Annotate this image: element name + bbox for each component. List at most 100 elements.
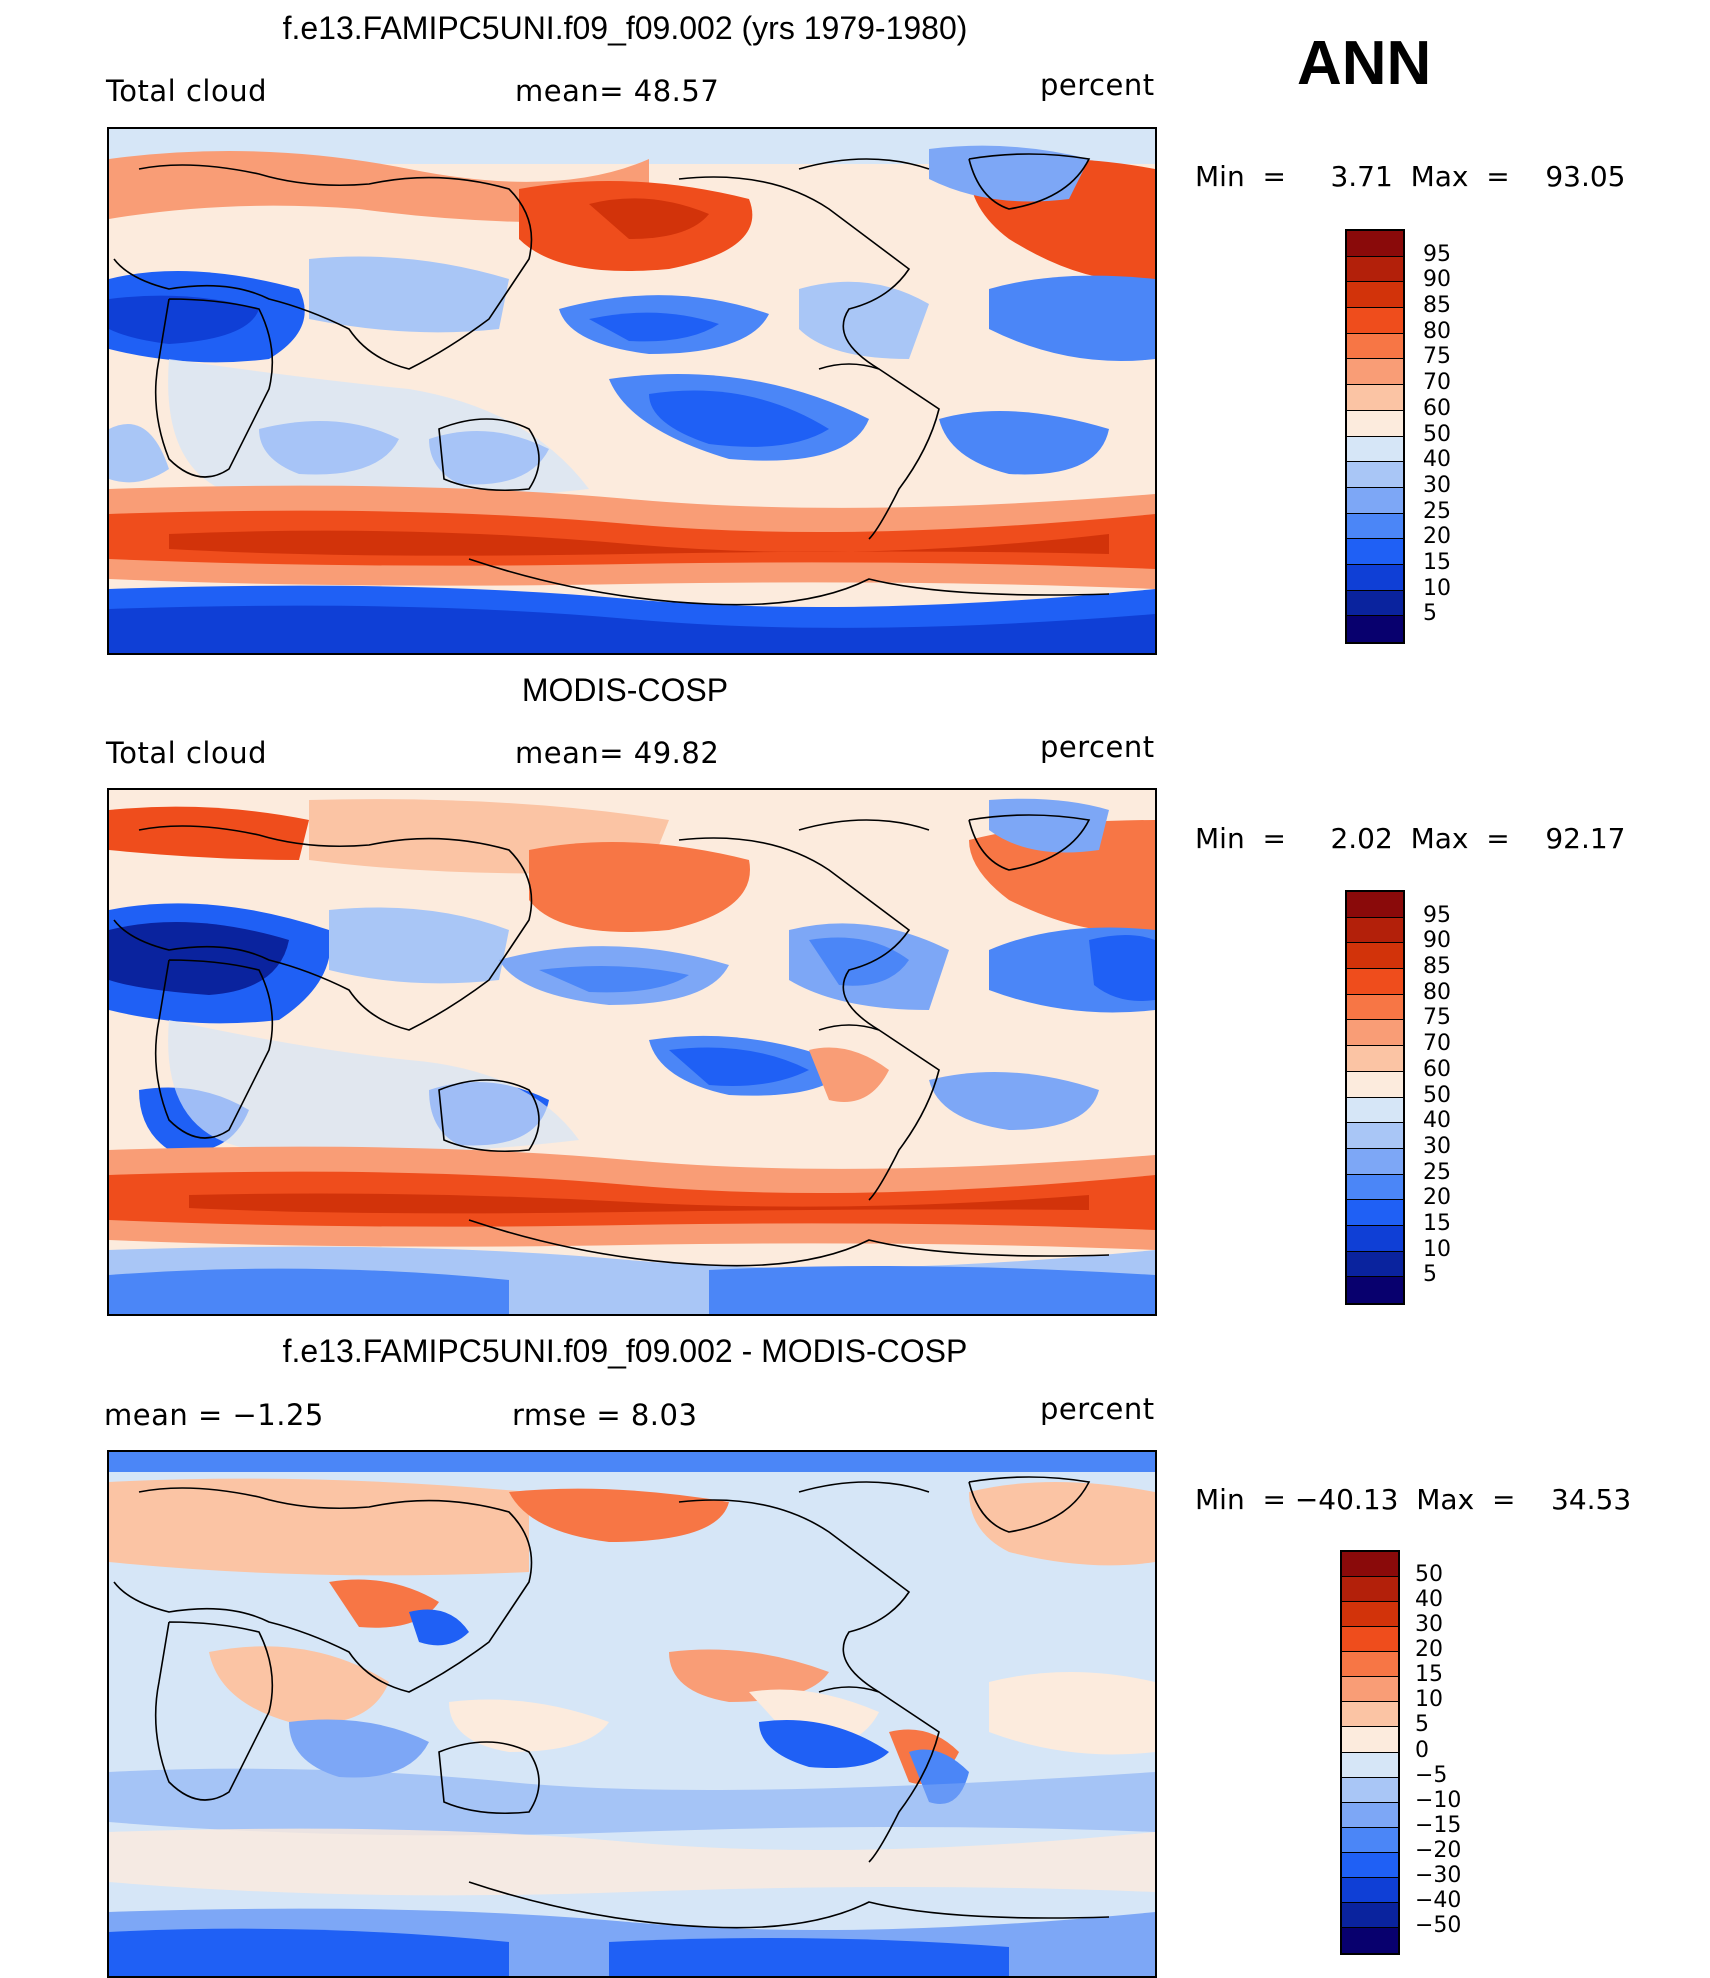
colorbar-segment — [1347, 590, 1403, 617]
colorbar-segment — [1342, 1702, 1398, 1728]
panel-2-map — [107, 788, 1157, 1316]
colorbar-tick-label: 10 — [1415, 1687, 1443, 1713]
colorbar-segment — [1347, 282, 1403, 309]
colorbar-segment — [1347, 539, 1403, 565]
colorbar-tick-label: 90 — [1423, 267, 1451, 293]
colorbar-tick-label: 40 — [1423, 1108, 1451, 1134]
colorbar-segment — [1347, 385, 1403, 411]
panel-1-title: f.e13.FAMIPC5UNI.f09_f09.002 (yrs 1979-1… — [282, 10, 968, 46]
colorbar-segment — [1347, 1200, 1403, 1226]
colorbar-segment — [1347, 333, 1403, 360]
panel-1-units-label: percent — [1040, 68, 1155, 102]
panel-1-map — [107, 127, 1157, 655]
colorbar-tick-label: 30 — [1423, 1133, 1451, 1159]
panel-2-minmax: Min = 2.02 Max = 92.17 — [1195, 822, 1626, 855]
colorbar-tick-label: 25 — [1423, 498, 1451, 524]
colorbar-segment — [1342, 1552, 1398, 1578]
colorbar-tick-label: 0 — [1415, 1737, 1429, 1763]
colorbar-tick-label: −30 — [1415, 1862, 1462, 1888]
colorbar-tick-label: −40 — [1415, 1887, 1462, 1913]
colorbar-segment — [1342, 1927, 1398, 1953]
colorbar-tick-label: 75 — [1423, 1005, 1451, 1031]
colorbar-tick-label: 50 — [1423, 421, 1451, 447]
colorbar-segment — [1347, 616, 1403, 642]
colorbar-tick-label: 40 — [1423, 447, 1451, 473]
colorbar-tick-label: 20 — [1423, 1185, 1451, 1211]
panel-1-minmax: Min = 3.71 Max = 93.05 — [1195, 160, 1626, 193]
colorbar-segment — [1347, 1174, 1403, 1201]
colorbar-segment — [1342, 1777, 1398, 1803]
panel-3-map-field — [109, 1452, 1155, 1976]
colorbar-tick-label: 15 — [1415, 1662, 1443, 1688]
colorbar-segment — [1347, 1071, 1403, 1098]
colorbar-segment — [1347, 359, 1403, 386]
colorbar-segment — [1347, 256, 1403, 283]
colorbar-tick-label: 80 — [1423, 318, 1451, 344]
colorbar-segment — [1347, 231, 1403, 257]
colorbar-tick-label: 20 — [1415, 1637, 1443, 1663]
colorbar-tick-label: −20 — [1415, 1837, 1462, 1863]
colorbar-segment — [1347, 1020, 1403, 1047]
colorbar-segment — [1342, 1902, 1398, 1928]
colorbar-tick-label: 75 — [1423, 344, 1451, 370]
colorbar-segment — [1347, 1046, 1403, 1072]
panel-1-mean-label: mean= 48.57 — [515, 74, 720, 108]
panel-2-map-field — [109, 790, 1155, 1314]
colorbar-tick-label: −50 — [1415, 1912, 1462, 1938]
panel-2-mean-label: mean= 49.82 — [515, 736, 720, 770]
colorbar-tick-label: 85 — [1423, 293, 1451, 319]
colorbar-tick-label: 85 — [1423, 954, 1451, 980]
colorbar-segment — [1342, 1752, 1398, 1778]
colorbar-segment — [1342, 1577, 1398, 1603]
colorbar-tick-label: 15 — [1423, 549, 1451, 575]
colorbar-tick-label: 10 — [1423, 1236, 1451, 1262]
colorbar-tick-label: 60 — [1423, 395, 1451, 421]
panel-2-colorbar-labels: 95 90 85 80 75 70 60 50 40 30 25 20 15 10 5 — [1423, 890, 1483, 1305]
colorbar-tick-label: 70 — [1423, 370, 1451, 396]
season-label: ANN — [1297, 29, 1432, 98]
panel-2-title: MODIS-COSP — [521, 672, 729, 708]
colorbar-segment — [1342, 1677, 1398, 1703]
colorbar-segment — [1347, 1225, 1403, 1252]
panel-2-colorbar-bar — [1345, 890, 1405, 1305]
panel-1-variable-label: Total cloud — [106, 74, 267, 108]
panel-3-colorbar — [1340, 1550, 1400, 1955]
colorbar-segment — [1347, 436, 1403, 463]
panel-3-map — [107, 1450, 1157, 1978]
colorbar-tick-label: −10 — [1415, 1787, 1462, 1813]
colorbar-tick-label: 5 — [1415, 1712, 1429, 1738]
panel-3-rmse-label: rmse = 8.03 — [512, 1398, 698, 1432]
colorbar-tick-label: 20 — [1423, 524, 1451, 550]
colorbar-segment — [1347, 308, 1403, 334]
panel-2-units-label: percent — [1040, 730, 1155, 764]
colorbar-tick-label: 10 — [1423, 575, 1451, 601]
colorbar-segment — [1347, 1277, 1403, 1303]
colorbar-segment — [1342, 1627, 1398, 1653]
colorbar-segment — [1347, 994, 1403, 1021]
colorbar-segment — [1342, 1802, 1398, 1828]
panel-2-colorbar — [1345, 890, 1405, 1305]
panel-3-units-label: percent — [1040, 1392, 1155, 1426]
colorbar-segment — [1347, 410, 1403, 437]
panel-1-colorbar-bar — [1345, 229, 1405, 644]
colorbar-segment — [1347, 943, 1403, 970]
colorbar-tick-label: 5 — [1423, 1262, 1437, 1288]
colorbar-tick-label: 30 — [1423, 472, 1451, 498]
colorbar-segment — [1347, 1251, 1403, 1278]
colorbar-segment — [1347, 917, 1403, 944]
colorbar-tick-label: 60 — [1423, 1056, 1451, 1082]
colorbar-segment — [1347, 1148, 1403, 1175]
colorbar-segment — [1347, 1123, 1403, 1149]
colorbar-tick-label: 30 — [1415, 1612, 1443, 1638]
panel-1-colorbar-labels: 95 90 85 80 75 70 60 50 40 30 25 20 15 10 5 — [1423, 229, 1483, 644]
panel-3-colorbar-labels: 50 40 30 20 15 10 5 0 −5 −10 −15 −20 −30 −40 −50 — [1415, 1550, 1485, 1955]
colorbar-tick-label: 40 — [1415, 1587, 1443, 1613]
colorbar-segment — [1347, 564, 1403, 591]
panel-3-minmax: Min = −40.13 Max = 34.53 — [1195, 1483, 1632, 1516]
colorbar-tick-label: −15 — [1415, 1812, 1462, 1838]
panel-1-colorbar — [1345, 229, 1405, 644]
colorbar-tick-label: 95 — [1423, 902, 1451, 928]
colorbar-segment — [1342, 1877, 1398, 1903]
colorbar-tick-label: 5 — [1423, 601, 1437, 627]
colorbar-segment — [1347, 487, 1403, 514]
